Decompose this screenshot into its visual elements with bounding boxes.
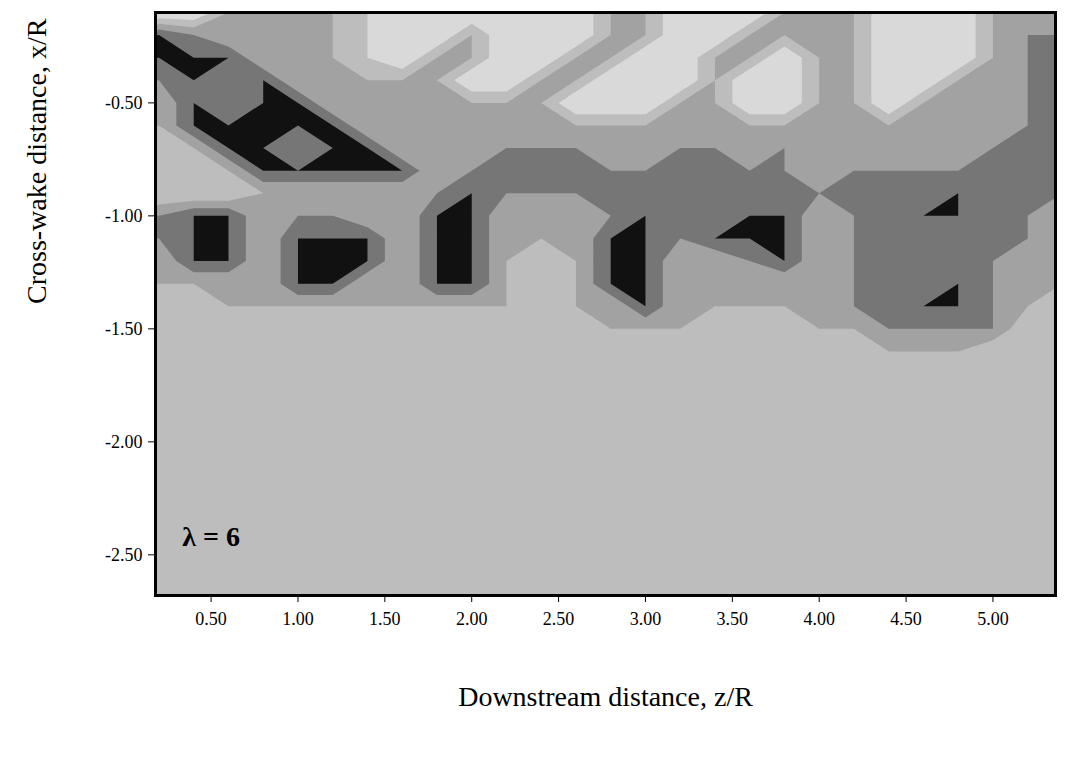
svg-text:2.50: 2.50	[543, 609, 575, 629]
svg-text:3.00: 3.00	[630, 609, 662, 629]
svg-text:1.00: 1.00	[282, 609, 314, 629]
svg-text:3.50: 3.50	[717, 609, 749, 629]
svg-text:Cross-wake distance, x/R: Cross-wake distance, x/R	[21, 18, 52, 304]
svg-text:4.00: 4.00	[803, 609, 835, 629]
svg-text:Downstream distance, z/R: Downstream distance, z/R	[458, 681, 753, 712]
svg-text:-0.50: -0.50	[105, 93, 143, 113]
svg-text:-2.50: -2.50	[105, 545, 143, 565]
svg-text:4.50: 4.50	[890, 609, 922, 629]
svg-text:-2.00: -2.00	[105, 432, 143, 452]
svg-text:-1.50: -1.50	[105, 319, 143, 339]
svg-text:5.00: 5.00	[977, 609, 1009, 629]
svg-text:1.50: 1.50	[369, 609, 401, 629]
svg-text:2.00: 2.00	[456, 609, 488, 629]
svg-text:-1.00: -1.00	[105, 206, 143, 226]
svg-text:0.50: 0.50	[195, 609, 227, 629]
svg-text:λ = 6: λ = 6	[182, 521, 240, 552]
